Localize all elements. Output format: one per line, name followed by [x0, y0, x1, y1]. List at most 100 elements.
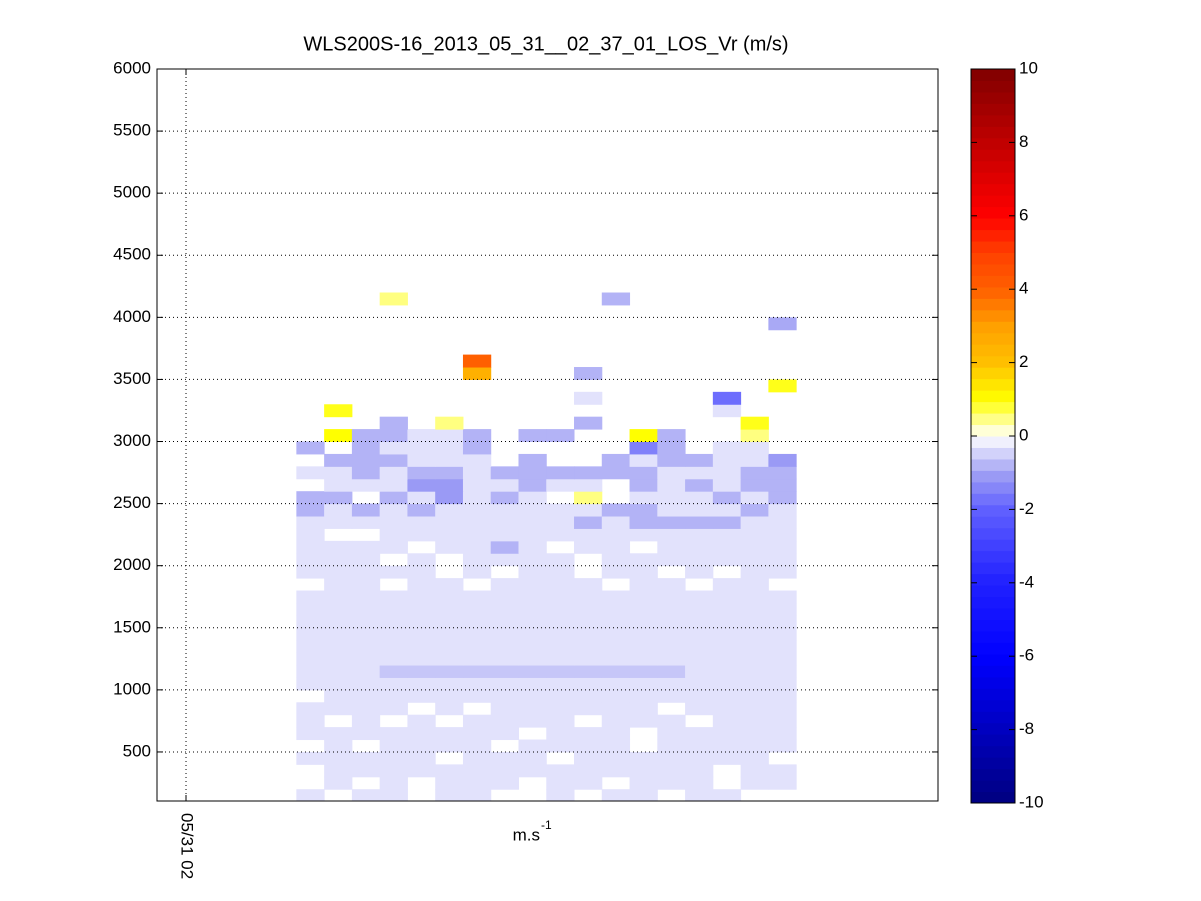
heatmap-cell — [351, 516, 381, 529]
heatmap-cell — [407, 640, 436, 654]
heatmap-cell — [407, 466, 436, 480]
heatmap-cell — [518, 615, 547, 629]
heatmap-cell — [712, 739, 742, 753]
colorbar-segment — [971, 516, 1015, 529]
heatmap-cell — [601, 615, 631, 629]
heatmap-cell — [601, 466, 631, 480]
heatmap-cell — [351, 665, 381, 678]
colorbar-segment — [971, 91, 1015, 104]
heatmap-cell — [324, 689, 353, 703]
heatmap-cell — [712, 578, 742, 592]
heatmap-cell — [546, 553, 575, 567]
y-tick-label: 500 — [123, 741, 151, 760]
colorbar-tick-label: 8 — [1019, 132, 1028, 151]
heatmap-cell — [435, 578, 464, 592]
heatmap-cell — [768, 640, 797, 654]
y-tick-label: 2500 — [113, 493, 151, 512]
colorbar-segment — [971, 298, 1015, 311]
heatmap-cell — [629, 615, 658, 629]
heatmap-cell — [574, 528, 603, 542]
heatmap-cell — [768, 503, 797, 517]
heatmap-cell — [685, 640, 714, 654]
heatmap-cell — [601, 503, 631, 517]
heatmap-cell — [379, 565, 408, 579]
heatmap-cell — [490, 702, 519, 716]
colorbar-segment — [971, 481, 1015, 494]
heatmap-cell — [407, 615, 436, 629]
heatmap-cell — [574, 516, 603, 529]
heatmap-cell — [657, 627, 686, 641]
heatmap-cell — [685, 565, 714, 579]
colorbar-segment — [971, 286, 1015, 299]
heatmap-cell — [685, 751, 714, 765]
heatmap-cell — [601, 528, 631, 542]
heatmap-cell — [296, 640, 325, 654]
heatmap-cell — [351, 789, 381, 802]
heatmap-cell — [296, 441, 325, 455]
colorbar-segment — [971, 745, 1015, 758]
heatmap-cell — [407, 714, 436, 728]
heatmap-cell — [546, 466, 575, 480]
heatmap-cell — [768, 665, 797, 678]
colorbar-segment — [971, 321, 1015, 334]
heatmap-cell — [435, 416, 464, 430]
colorbar-segment — [971, 332, 1015, 345]
heatmap-cell — [574, 615, 603, 629]
heatmap-cell — [546, 714, 575, 728]
heatmap-cell — [407, 665, 436, 678]
chart-title: WLS200S-16_2013_05_31__02_37_01_LOS_Vr (… — [303, 33, 788, 55]
colorbar-segment — [971, 711, 1015, 724]
heatmap-cell — [629, 503, 658, 517]
heatmap-cell — [462, 714, 492, 728]
colorbar-segment — [971, 458, 1015, 471]
heatmap-cell — [740, 615, 769, 629]
heatmap-cell — [435, 466, 464, 480]
heatmap-cell — [740, 503, 769, 517]
heatmap-cell — [574, 416, 603, 430]
heatmap-cell — [629, 441, 658, 455]
heatmap-cell — [740, 491, 769, 505]
heatmap-cell — [657, 739, 686, 753]
heatmap-cell — [462, 478, 492, 492]
heatmap-cell — [351, 677, 381, 691]
heatmap-cell — [657, 727, 686, 741]
colorbar-segment — [971, 229, 1015, 242]
heatmap-cell — [712, 714, 742, 728]
heatmap-cell — [712, 466, 742, 480]
heatmap-cell — [490, 478, 519, 492]
heatmap-cell — [712, 503, 742, 517]
heatmap-cell — [768, 764, 797, 778]
heatmap-cell — [296, 553, 325, 567]
heatmap-cell — [574, 540, 603, 554]
heatmap-cell — [685, 727, 714, 741]
heatmap-cell — [379, 727, 408, 741]
heatmap-cell — [379, 491, 408, 505]
heatmap-cell — [462, 665, 492, 678]
heatmap-cell — [296, 615, 325, 629]
heatmap-cell — [657, 466, 686, 480]
heatmap-cell — [351, 627, 381, 641]
heatmap-cell — [601, 702, 631, 716]
heatmap-cell — [407, 590, 436, 604]
heatmap-cell — [712, 652, 742, 666]
heatmap-cell — [435, 640, 464, 654]
heatmap-cell — [546, 727, 575, 741]
heatmap-cell — [518, 652, 547, 666]
heatmap-cell — [657, 640, 686, 654]
heatmap-cell — [324, 764, 353, 778]
heatmap-cell — [351, 478, 381, 492]
heatmap-cell — [546, 565, 575, 579]
colorbar-tick-label: -4 — [1019, 572, 1034, 591]
heatmap-cell — [407, 441, 436, 455]
heatmap-cell — [712, 702, 742, 716]
heatmap-cell — [601, 553, 631, 567]
heatmap-cell — [462, 640, 492, 654]
heatmap-cell — [379, 516, 408, 529]
heatmap-cell — [435, 540, 464, 554]
heatmap-cell — [351, 764, 381, 778]
heatmap-cell — [462, 528, 492, 542]
heatmap-cell — [324, 565, 353, 579]
heatmap-cell — [324, 615, 353, 629]
heatmap-cell — [324, 652, 353, 666]
heatmap-cell — [546, 689, 575, 703]
